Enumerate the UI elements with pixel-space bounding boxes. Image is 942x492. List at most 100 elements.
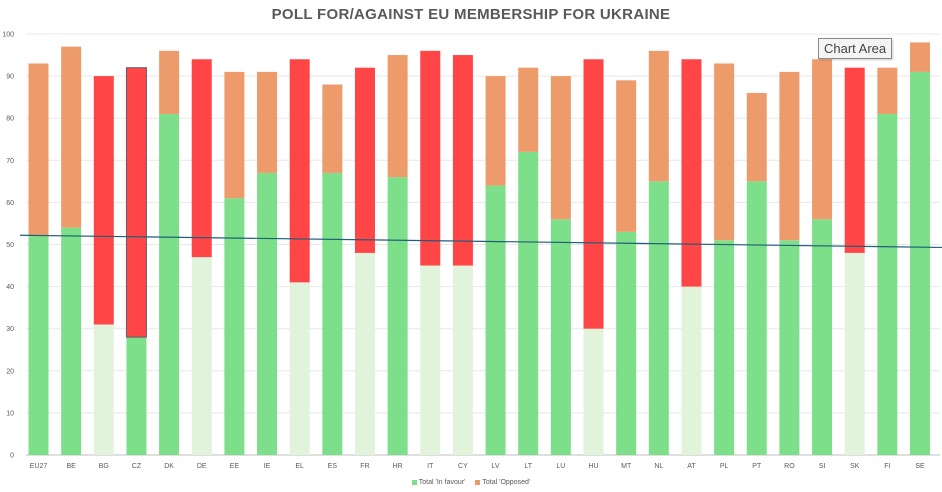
x-tick-label: EU27 [30, 463, 48, 470]
y-tick-label: 10 [6, 410, 14, 417]
y-tick-label: 90 [6, 74, 14, 81]
y-tick-label: 80 [6, 116, 14, 123]
bar-opposed-bg [93, 76, 114, 325]
x-tick-label: DE [197, 463, 207, 470]
x-tick-label: SI [819, 463, 826, 470]
bar-in-favour-pl [714, 240, 735, 455]
x-tick-label: MT [621, 463, 632, 470]
bar-opposed-pl [714, 63, 735, 241]
bar-opposed-si [812, 59, 833, 220]
bar-opposed-pt [746, 92, 767, 182]
bar-opposed-nl [648, 50, 669, 182]
bar-opposed-el [289, 59, 310, 283]
bar-in-favour-mt [616, 231, 637, 455]
bar-in-favour-bg [93, 324, 114, 455]
bar-opposed-lv [485, 76, 506, 186]
bar-in-favour-be [61, 227, 82, 455]
bar-opposed-lt [518, 67, 539, 152]
x-tick-label: SE [915, 463, 925, 470]
y-tick-label: 70 [6, 158, 14, 165]
legend-label-opposed: Total 'Opposed' [482, 479, 531, 486]
bar-opposed-ro [779, 71, 800, 241]
x-tick-label: LV [492, 463, 500, 470]
bar-in-favour-pt [746, 181, 767, 455]
bar-in-favour-cy [452, 265, 473, 455]
bar-opposed-cz [125, 67, 147, 338]
bar-in-favour-eu27 [28, 236, 49, 455]
legend-label-in-favour: Total 'In favour' [418, 479, 466, 486]
bar-opposed-eu27 [28, 63, 49, 237]
bar-in-favour-cz [126, 337, 147, 455]
x-tick-label: LT [524, 463, 532, 470]
bar-in-favour-lv [485, 185, 506, 455]
bar-opposed-sk [844, 67, 865, 253]
bar-in-favour-lu [550, 219, 571, 455]
bar-opposed-dk [159, 50, 180, 114]
x-tick-label: AT [687, 463, 696, 470]
bar-in-favour-si [812, 219, 833, 455]
x-tick-label: DK [164, 463, 174, 470]
legend-item-opposed[interactable]: Total 'Opposed' [475, 479, 530, 486]
y-tick-label: 30 [6, 326, 14, 333]
bar-opposed-it [420, 50, 441, 266]
bar-opposed-se [910, 42, 930, 72]
y-tick-label: 0 [10, 453, 14, 460]
x-tick-label: ES [328, 463, 338, 470]
bar-opposed-ee [224, 71, 245, 199]
x-tick-label: IT [427, 463, 434, 470]
chart-title: POLL FOR/AGAINST EU MEMBERSHIP FOR UKRAI… [271, 6, 671, 23]
y-tick-label: 100 [2, 32, 14, 39]
x-tick-label: PT [752, 463, 762, 470]
bar-opposed-fi [877, 67, 898, 114]
bar-in-favour-it [420, 265, 441, 455]
bar-in-favour-es [322, 172, 343, 455]
y-tick-label: 60 [6, 200, 14, 207]
y-tick-label: 20 [6, 368, 14, 375]
bar-in-favour-hr [387, 177, 408, 455]
bar-opposed-lu [550, 76, 571, 220]
bar-in-favour-dk [159, 113, 180, 456]
bar-opposed-ie [257, 71, 278, 173]
x-tick-label: HU [588, 463, 598, 470]
x-tick-label: EL [295, 463, 304, 470]
legend-swatch-opposed [475, 480, 481, 485]
bar-in-favour-se [910, 71, 930, 455]
bar-in-favour-at [681, 286, 702, 455]
x-tick-label: NL [654, 463, 663, 470]
bar-in-favour-de [191, 257, 212, 455]
x-tick-label: CY [458, 463, 468, 470]
bar-opposed-cy [452, 55, 473, 266]
y-tick-label: 50 [6, 242, 14, 249]
bar-in-favour-hu [583, 328, 604, 455]
bar-in-favour-ee [224, 198, 245, 455]
chart-area-tooltip: Chart Area [818, 38, 893, 59]
bar-in-favour-fr [354, 252, 375, 455]
x-tick-label: HR [393, 463, 403, 470]
legend[interactable]: Total 'In favour' Total 'Opposed' [0, 479, 942, 487]
x-tick-label: RO [784, 463, 795, 470]
x-tick-label: BG [99, 463, 109, 470]
bar-in-favour-fi [877, 113, 898, 456]
x-tick-label: LU [556, 463, 565, 470]
x-tick-label: FR [360, 463, 369, 470]
x-tick-label: BE [66, 463, 76, 470]
x-tick-label: EE [230, 463, 240, 470]
bar-opposed-be [61, 46, 82, 228]
x-tick-label: IE [264, 463, 271, 470]
legend-item-in-favour[interactable]: Total 'In favour' [411, 479, 466, 486]
bar-opposed-mt [616, 80, 637, 232]
bar-in-favour-el [289, 282, 310, 455]
x-tick-label: PL [720, 463, 729, 470]
bar-opposed-es [322, 84, 343, 173]
bar-in-favour-ie [257, 172, 278, 455]
bar-opposed-fr [354, 67, 375, 253]
x-tick-label: CZ [132, 463, 142, 470]
bar-in-favour-nl [648, 181, 669, 455]
y-tick-label: 40 [6, 284, 14, 291]
trendline [19, 234, 942, 249]
bar-opposed-hu [583, 59, 604, 329]
legend-swatch-in-favour [411, 480, 417, 485]
x-tick-label: SK [850, 463, 860, 470]
